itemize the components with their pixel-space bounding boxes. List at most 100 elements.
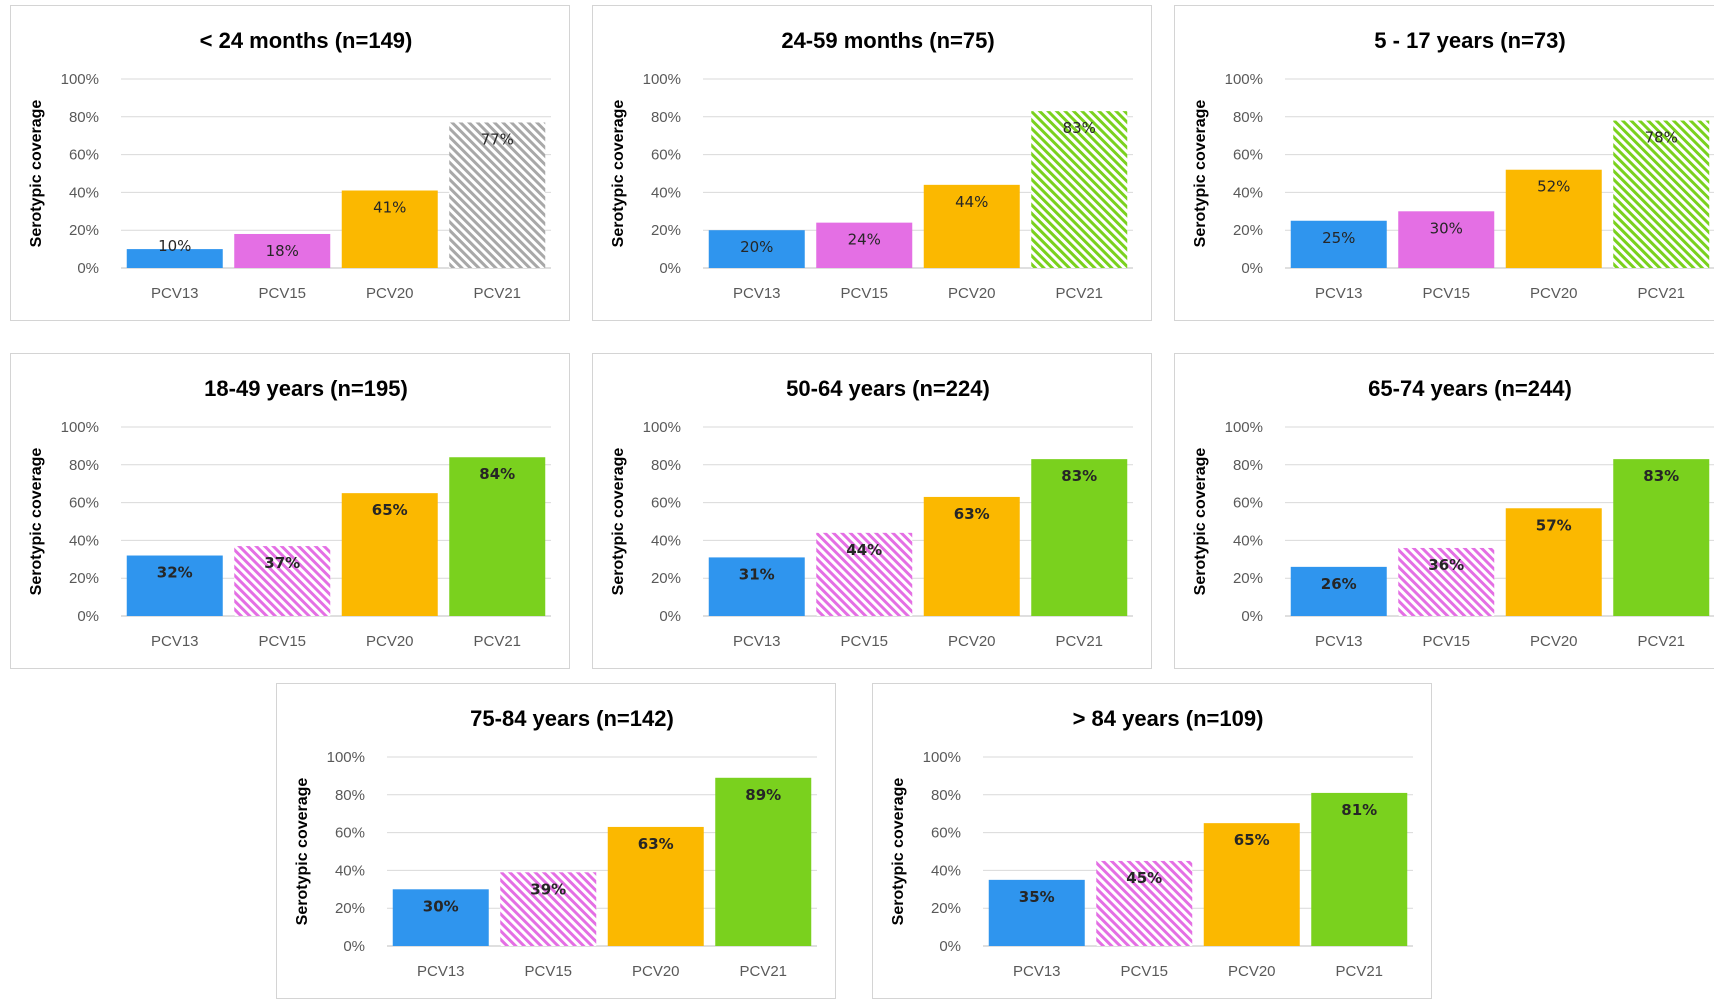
y-tick-label: 80% xyxy=(1233,457,1263,474)
x-tick-label: PCV21 xyxy=(473,285,521,302)
y-tick-label: 0% xyxy=(659,608,681,625)
y-tick-label: 60% xyxy=(69,495,99,512)
chart-svg: 75-84 years (n=142) Serotypic coverage 0% 2… xyxy=(294,706,817,980)
y-tick-label: 0% xyxy=(343,938,365,955)
chart-title: 75-84 years (n=142) xyxy=(470,706,674,731)
x-tick-label: PCV15 xyxy=(1422,285,1470,302)
bar-pcv21 xyxy=(1613,120,1710,268)
chart-svg: > 84 years (n=109) Serotypic coverage 0% 20… xyxy=(890,706,1413,980)
data-label: 52% xyxy=(1537,178,1570,196)
bar-pcv21 xyxy=(1031,111,1128,268)
y-axis-label: Serotypic coverage xyxy=(890,778,907,926)
data-label: 36% xyxy=(1428,556,1464,574)
chart-title: 18-49 years (n=195) xyxy=(204,376,408,401)
bar-pcv20 xyxy=(1505,508,1602,616)
data-label: 30% xyxy=(423,897,459,915)
bar-pcv20 xyxy=(341,190,438,268)
data-label: 63% xyxy=(638,835,674,853)
chart-title: > 84 years (n=109) xyxy=(1073,706,1264,731)
bar-pcv15 xyxy=(816,532,913,616)
y-axis-label: Serotypic coverage xyxy=(1192,100,1209,248)
bar-pcv15 xyxy=(816,222,913,268)
x-tick-label: PCV13 xyxy=(1013,963,1061,980)
chart-panel-50-64-years: 50-64 years (n=224) Serotypic coverage 0% 2… xyxy=(592,353,1152,669)
data-label: 44% xyxy=(846,541,882,559)
chart-svg: 5 - 17 years (n=73) Serotypic coverage 0% 2… xyxy=(1192,28,1714,302)
bar-pcv13 xyxy=(126,555,223,616)
bar-pcv20 xyxy=(607,826,704,946)
y-axis-label: Serotypic coverage xyxy=(610,448,627,596)
y-tick-label: 40% xyxy=(69,532,99,549)
chart-panel-65-74-years: 65-74 years (n=244) Serotypic coverage 0% 2… xyxy=(1174,353,1714,669)
y-tick-label: 100% xyxy=(923,749,961,766)
bar-pcv13 xyxy=(988,879,1085,946)
y-tick-label: 40% xyxy=(1233,532,1263,549)
y-tick-label: 60% xyxy=(931,825,961,842)
data-label: 65% xyxy=(372,501,408,519)
data-label: 20% xyxy=(740,238,773,256)
data-label: 57% xyxy=(1536,516,1572,534)
chart-svg: 24-59 months (n=75) Serotypic coverage 0% 2… xyxy=(610,28,1133,302)
bar-pcv15 xyxy=(1096,860,1193,946)
y-tick-label: 20% xyxy=(1233,570,1263,587)
data-label: 31% xyxy=(739,565,775,583)
y-tick-label: 20% xyxy=(69,570,99,587)
x-tick-label: PCV13 xyxy=(151,633,199,650)
y-tick-label: 20% xyxy=(651,570,681,587)
bar-pcv15 xyxy=(1398,547,1495,616)
x-tick-label: PCV20 xyxy=(1530,633,1578,650)
chart-svg: 50-64 years (n=224) Serotypic coverage 0% 2… xyxy=(610,376,1133,650)
bar-pcv21 xyxy=(1031,459,1128,616)
y-tick-label: 40% xyxy=(651,532,681,549)
x-tick-label: PCV13 xyxy=(417,963,465,980)
y-tick-label: 60% xyxy=(651,147,681,164)
y-axis-label: Serotypic coverage xyxy=(610,100,627,248)
data-label: 78% xyxy=(1645,129,1678,147)
x-tick-label: PCV21 xyxy=(1055,285,1103,302)
y-tick-label: 20% xyxy=(931,900,961,917)
y-tick-label: 100% xyxy=(643,419,681,436)
y-axis-label: Serotypic coverage xyxy=(28,448,45,596)
x-tick-label: PCV20 xyxy=(1228,963,1276,980)
data-label: 81% xyxy=(1341,801,1377,819)
bar-pcv21 xyxy=(715,777,812,946)
bar-pcv15 xyxy=(234,233,331,268)
bar-pcv21 xyxy=(1311,792,1408,946)
chart-svg: < 24 months (n=149) Serotypic coverage 0% 2… xyxy=(28,28,551,302)
y-tick-label: 0% xyxy=(1241,608,1263,625)
y-tick-label: 80% xyxy=(651,457,681,474)
y-tick-label: 80% xyxy=(335,787,365,804)
y-tick-label: 100% xyxy=(1225,419,1263,436)
y-tick-label: 0% xyxy=(77,260,99,277)
y-tick-label: 40% xyxy=(651,184,681,201)
bar-pcv21 xyxy=(1613,459,1710,616)
y-tick-label: 100% xyxy=(61,419,99,436)
data-label: 45% xyxy=(1126,869,1162,887)
y-tick-label: 0% xyxy=(939,938,961,955)
data-label: 25% xyxy=(1322,229,1355,247)
data-label: 32% xyxy=(157,564,193,582)
bar-pcv15 xyxy=(234,546,331,616)
x-tick-label: PCV13 xyxy=(151,285,199,302)
y-tick-label: 20% xyxy=(69,222,99,239)
y-tick-label: 20% xyxy=(335,900,365,917)
bar-pcv20 xyxy=(1203,823,1300,946)
data-label: 39% xyxy=(530,880,566,898)
bar-pcv15 xyxy=(500,872,597,946)
data-label: 83% xyxy=(1643,467,1679,485)
bar-pcv13 xyxy=(1290,566,1387,616)
data-label: 89% xyxy=(745,786,781,804)
x-tick-label: PCV15 xyxy=(840,633,888,650)
y-axis-label: Serotypic coverage xyxy=(294,778,311,926)
y-tick-label: 100% xyxy=(643,71,681,88)
x-tick-label: PCV13 xyxy=(733,285,781,302)
data-label: 10% xyxy=(158,237,191,255)
data-label: 84% xyxy=(479,465,515,483)
x-tick-label: PCV20 xyxy=(948,633,996,650)
y-tick-label: 100% xyxy=(327,749,365,766)
y-tick-label: 0% xyxy=(1241,260,1263,277)
bar-pcv21 xyxy=(449,457,546,616)
y-tick-label: 20% xyxy=(651,222,681,239)
x-tick-label: PCV20 xyxy=(1530,285,1578,302)
data-label: 65% xyxy=(1234,831,1270,849)
